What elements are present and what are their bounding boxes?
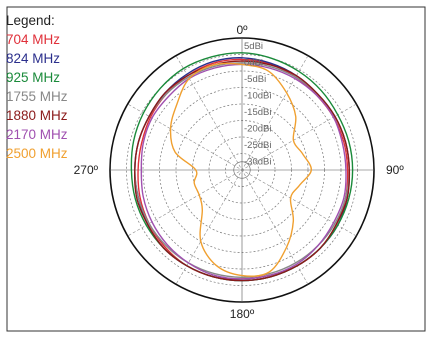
angle-label-180: 180º xyxy=(230,307,255,321)
ring-label: -30dBi xyxy=(244,157,271,168)
legend-entry-1755: 1755 MHz xyxy=(6,89,68,104)
ring-label: -10dBi xyxy=(244,91,271,102)
legend-entry-1880: 1880 MHz xyxy=(6,108,68,123)
legend-entry-824: 824 MHz xyxy=(6,51,61,66)
series-layer xyxy=(130,52,354,282)
series-line-2500-mhz xyxy=(169,62,313,277)
legend-entry-704: 704 MHz xyxy=(6,32,61,47)
angle-label-0: 0º xyxy=(236,23,248,37)
ring-label: 0dBi xyxy=(244,58,263,69)
legend-entry-925: 925 MHz xyxy=(6,70,61,85)
angle-label-270: 270º xyxy=(74,163,99,177)
legend-title: Legend: xyxy=(6,13,55,28)
ring-label: -5dBi xyxy=(244,74,266,85)
plot-border xyxy=(6,6,426,332)
legend: Legend: 704 MHz 824 MHz 925 MHz 1755 MHz… xyxy=(6,11,68,163)
legend-entry-2170: 2170 MHz xyxy=(6,127,68,142)
ring-label: -25dBi xyxy=(244,140,271,151)
angle-label-90: 90º xyxy=(386,163,404,177)
polar-grid xyxy=(109,37,375,303)
axis-labels: 5dBi 0dBi -5dBi -10dBi -15dBi -20dBi -25dBi -30… xyxy=(74,23,405,321)
ring-label: -20dBi xyxy=(244,124,271,135)
series-line-1880-mhz xyxy=(133,60,351,282)
ring-label: 5dBi xyxy=(244,41,263,52)
grid-spoke xyxy=(175,55,309,285)
series-line-2170-mhz xyxy=(140,63,347,280)
ring-label: -15dBi xyxy=(244,107,271,118)
legend-entry-2500: 2500 MHz xyxy=(6,146,68,161)
